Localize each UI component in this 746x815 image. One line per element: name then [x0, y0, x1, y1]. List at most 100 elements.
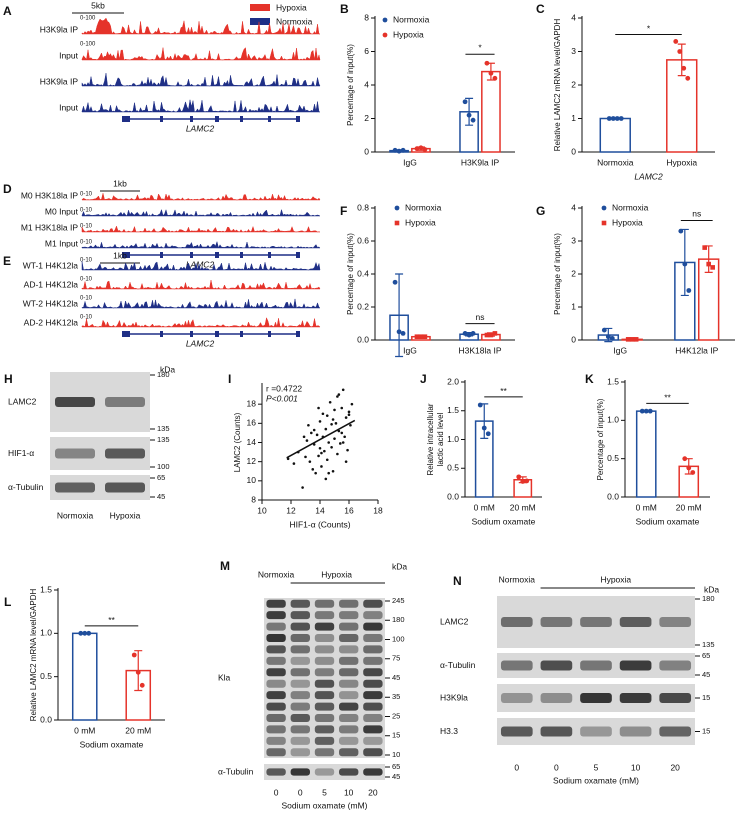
marker-label: 180	[392, 615, 405, 624]
marker-label: 65	[392, 762, 400, 771]
data-point	[677, 49, 683, 54]
data-point	[341, 388, 345, 392]
band	[314, 768, 335, 776]
band	[55, 397, 95, 407]
data-point	[414, 334, 420, 339]
lane-label: 20	[670, 762, 680, 772]
band	[540, 693, 573, 703]
band	[314, 645, 335, 654]
row-label: Kla	[218, 672, 231, 682]
data-point	[318, 446, 322, 450]
exon	[190, 252, 193, 258]
band	[314, 622, 335, 631]
panel-label: C	[536, 2, 545, 16]
band	[659, 693, 692, 703]
data-point	[382, 17, 388, 23]
panel-label: D	[3, 182, 12, 196]
coverage-track	[81, 316, 321, 328]
scale-label: 1kb	[113, 178, 127, 188]
data-point	[466, 112, 472, 118]
data-point	[331, 418, 335, 421]
marker-label: 25	[392, 711, 400, 720]
y-tick-label: 1.0	[607, 415, 619, 425]
data-point	[422, 334, 428, 339]
y-tick-label: 2	[571, 268, 576, 278]
band	[266, 599, 286, 608]
data-point	[392, 147, 398, 153]
lane-label: 10	[631, 762, 641, 772]
significance-label: *	[647, 24, 651, 34]
band	[339, 634, 359, 642]
y-tick-label: 3	[571, 235, 576, 245]
band	[540, 660, 573, 671]
band	[363, 702, 383, 711]
track-label: AD-2 H4K12la	[24, 317, 79, 327]
track-label: M0 Input	[45, 206, 79, 216]
band	[339, 645, 359, 654]
band	[290, 656, 310, 665]
band	[500, 617, 533, 627]
data-point	[350, 402, 354, 406]
lane-label: 10	[344, 787, 354, 797]
data-point	[336, 395, 339, 398]
data-point	[321, 412, 325, 416]
data-point	[307, 423, 310, 427]
track-range: 0-10	[80, 224, 93, 230]
band	[290, 679, 310, 688]
y-tick-label: 0.5	[607, 453, 619, 463]
data-point	[135, 669, 141, 675]
x-tick-label: Hypoxia	[666, 157, 697, 167]
data-point	[639, 408, 645, 414]
legend-label: Hypoxia	[276, 2, 307, 12]
y-tick-label: 0.5	[447, 463, 459, 473]
data-point	[139, 682, 145, 688]
coverage-track	[81, 261, 321, 271]
data-point	[304, 455, 307, 459]
x-tick-label: 0 mM	[74, 725, 95, 735]
data-point	[333, 408, 336, 412]
data-point	[524, 478, 530, 484]
y-axis-label: Percentage of input(%)	[346, 233, 355, 315]
track-label: M0 H3K18la IP	[21, 190, 78, 200]
data-point	[516, 474, 522, 480]
lane-label: 5	[322, 787, 327, 797]
exon	[240, 252, 243, 258]
data-point	[601, 220, 607, 226]
data-point	[396, 148, 402, 154]
data-point	[484, 60, 490, 66]
lane-label: 20	[368, 787, 378, 797]
data-point	[328, 400, 332, 404]
data-point	[325, 414, 329, 417]
band	[266, 668, 286, 677]
data-point	[392, 279, 398, 285]
data-point	[327, 471, 331, 475]
data-point	[462, 331, 468, 336]
gene-label: LAMC2	[186, 338, 215, 348]
x-tick-label: 0 mM	[474, 502, 495, 512]
significance-label: *	[478, 42, 482, 52]
marker-label: 180	[702, 594, 715, 603]
data-point	[330, 422, 333, 426]
data-point	[685, 75, 691, 81]
track-range: 0-10	[80, 258, 93, 264]
track-range: 0-100	[80, 16, 96, 22]
data-point	[347, 410, 351, 414]
band	[314, 599, 335, 608]
band	[363, 634, 383, 642]
y-axis-label: Percentage of input(%)	[596, 398, 605, 480]
x-axis-label: Sodium oxamate	[636, 516, 700, 526]
legend-label: Normoxia	[612, 202, 649, 212]
band	[290, 622, 310, 631]
band	[363, 768, 383, 776]
y-tick-label: 1	[571, 301, 576, 311]
y-axis-label: Percentage of input(%)	[346, 44, 355, 126]
marker-label: 15	[702, 726, 710, 735]
data-point	[78, 630, 84, 636]
y-tick-label: 0.4	[357, 268, 369, 278]
legend-label: Normoxia	[276, 16, 313, 26]
x-tick-label: 14	[315, 505, 325, 515]
track-range: 0-10	[80, 240, 93, 246]
data-point	[308, 460, 312, 463]
data-point	[629, 337, 635, 342]
legend-label: Normoxia	[405, 202, 442, 212]
